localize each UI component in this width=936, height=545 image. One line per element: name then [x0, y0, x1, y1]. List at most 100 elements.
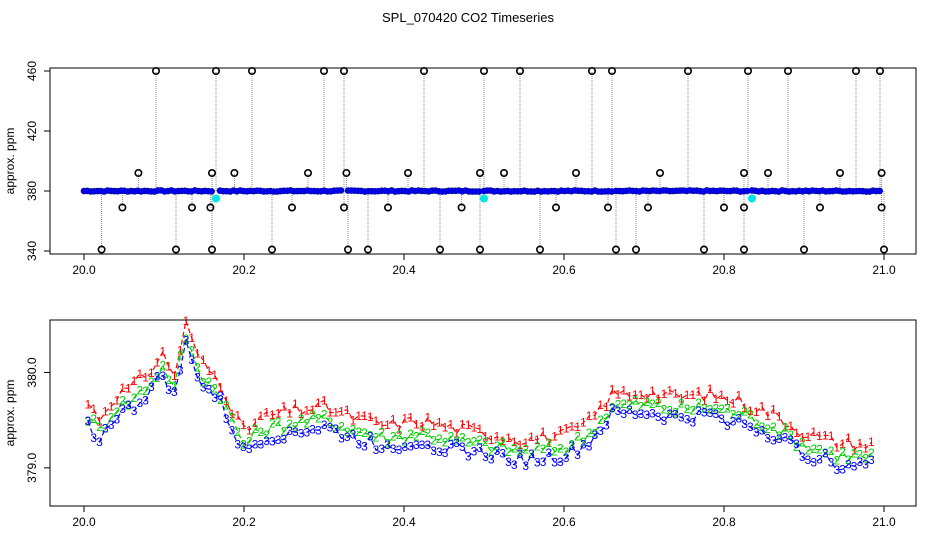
series-marker: 1: [603, 400, 610, 414]
series-marker: 2: [292, 420, 299, 434]
series-marker: 1: [217, 380, 224, 394]
series-marker: 3: [736, 411, 743, 425]
series-marker: 3: [586, 439, 593, 453]
series-marker: 3: [355, 438, 362, 452]
series-marker: 2: [568, 438, 575, 452]
series-marker: 3: [707, 406, 714, 420]
series-marker: 3: [309, 422, 316, 436]
series-marker: 2: [436, 432, 443, 446]
series-marker: 2: [712, 401, 719, 415]
panel-bottom-ylabel: approx. ppm: [3, 380, 17, 447]
series-marker: 1: [793, 426, 800, 440]
series-marker: 3: [315, 423, 322, 437]
series-marker: 2: [488, 445, 495, 459]
series-marker: 3: [828, 455, 835, 469]
series-marker: 3: [712, 407, 719, 421]
series-marker: 2: [321, 408, 328, 422]
series-marker: 3: [851, 459, 858, 473]
outlier-point: [172, 245, 181, 254]
series-marker: 3: [304, 425, 311, 439]
series-marker: 1: [361, 409, 368, 423]
outlier-point: [230, 169, 239, 178]
outlier-point: [342, 169, 351, 178]
x-tick-label: 20.2: [232, 263, 256, 277]
series-marker: 1: [672, 386, 679, 400]
series-marker: 3: [568, 439, 575, 453]
outlier-point: [603, 203, 612, 212]
series-marker: 3: [125, 398, 132, 412]
series-marker: 3: [603, 418, 610, 432]
series-marker: 3: [344, 430, 351, 444]
series-marker: 2: [442, 435, 449, 449]
panel-top-axes: 20.0 20.2 20.4 20.6 20.8 21.0 340 380 420 460: [25, 61, 896, 277]
series-marker: 3: [822, 446, 829, 460]
series-marker: 2: [234, 425, 241, 439]
series-marker: 3: [90, 431, 97, 445]
series-marker: 1: [568, 419, 575, 433]
series-marker: 1: [108, 399, 115, 413]
series-marker: 2: [494, 439, 501, 453]
series-marker: 2: [465, 436, 472, 450]
series-marker: 1: [724, 394, 731, 408]
outlier-point: [267, 245, 276, 254]
series-marker: 1: [712, 392, 719, 406]
cyan-point: [748, 194, 756, 203]
series-marker: 2: [620, 397, 627, 411]
series-marker: 2: [384, 437, 391, 451]
series-marker: 2: [816, 443, 823, 457]
series-marker: 2: [476, 433, 483, 447]
series-marker: 1: [736, 389, 743, 403]
panel-top: 20.0 20.2 20.4 20.6 20.8 21.0 340 380 420 460 app…: [3, 61, 917, 277]
series-marker: 1: [522, 436, 529, 450]
series-marker: 1: [759, 399, 766, 413]
series-marker: 2: [304, 416, 311, 430]
series-marker: 1: [689, 388, 696, 402]
series-marker: 2: [171, 379, 178, 393]
series-marker: 3: [545, 446, 552, 460]
series-marker: 3: [367, 430, 374, 444]
x-tick-label: 20.4: [392, 263, 416, 277]
series-marker: 2: [707, 403, 714, 417]
series-line: [87, 340, 872, 471]
series-marker: 2: [638, 399, 645, 413]
series-marker: 3: [632, 408, 639, 422]
series-marker: 1: [649, 384, 656, 398]
series-marker: 3: [805, 453, 812, 467]
outlier-point: [699, 245, 708, 254]
series-marker: 3: [211, 391, 218, 405]
series-marker: 2: [119, 393, 126, 407]
series-marker: 2: [626, 398, 633, 412]
series-marker: 2: [327, 415, 334, 429]
panel-top-frame: [49, 67, 917, 255]
series-marker: 2: [672, 406, 679, 420]
series-marker: 1: [741, 401, 748, 415]
series-marker: 2: [603, 411, 610, 425]
series-marker: 3: [661, 414, 668, 428]
outlier-point: [643, 203, 652, 212]
series-marker: 2: [217, 393, 224, 407]
series-marker: 3: [384, 438, 391, 452]
series-marker: 1: [200, 353, 207, 367]
series-marker: 3: [759, 423, 766, 437]
series-marker: 3: [401, 440, 408, 454]
outlier-point: [763, 169, 772, 178]
series-marker: 3: [396, 443, 403, 457]
series-marker: 3: [615, 404, 622, 418]
series-marker: 3: [217, 389, 224, 403]
series-marker: 1: [390, 413, 397, 427]
outlier-point: [303, 169, 312, 178]
series-marker: 2: [805, 444, 812, 458]
x-tick-label: 20.8: [712, 263, 736, 277]
series-marker: 3: [655, 410, 662, 424]
series-marker: 1: [96, 415, 103, 429]
series-marker: 1: [574, 420, 581, 434]
series-marker: 2: [419, 424, 426, 438]
series-marker: 1: [833, 441, 840, 455]
series-marker: 1: [764, 409, 771, 423]
outlier-point: [799, 245, 808, 254]
series-marker: 3: [868, 453, 875, 467]
series-marker: 1: [615, 387, 622, 401]
series-marker: 2: [286, 417, 293, 431]
outlier-point: [339, 203, 348, 212]
series-marker: 3: [85, 414, 92, 428]
